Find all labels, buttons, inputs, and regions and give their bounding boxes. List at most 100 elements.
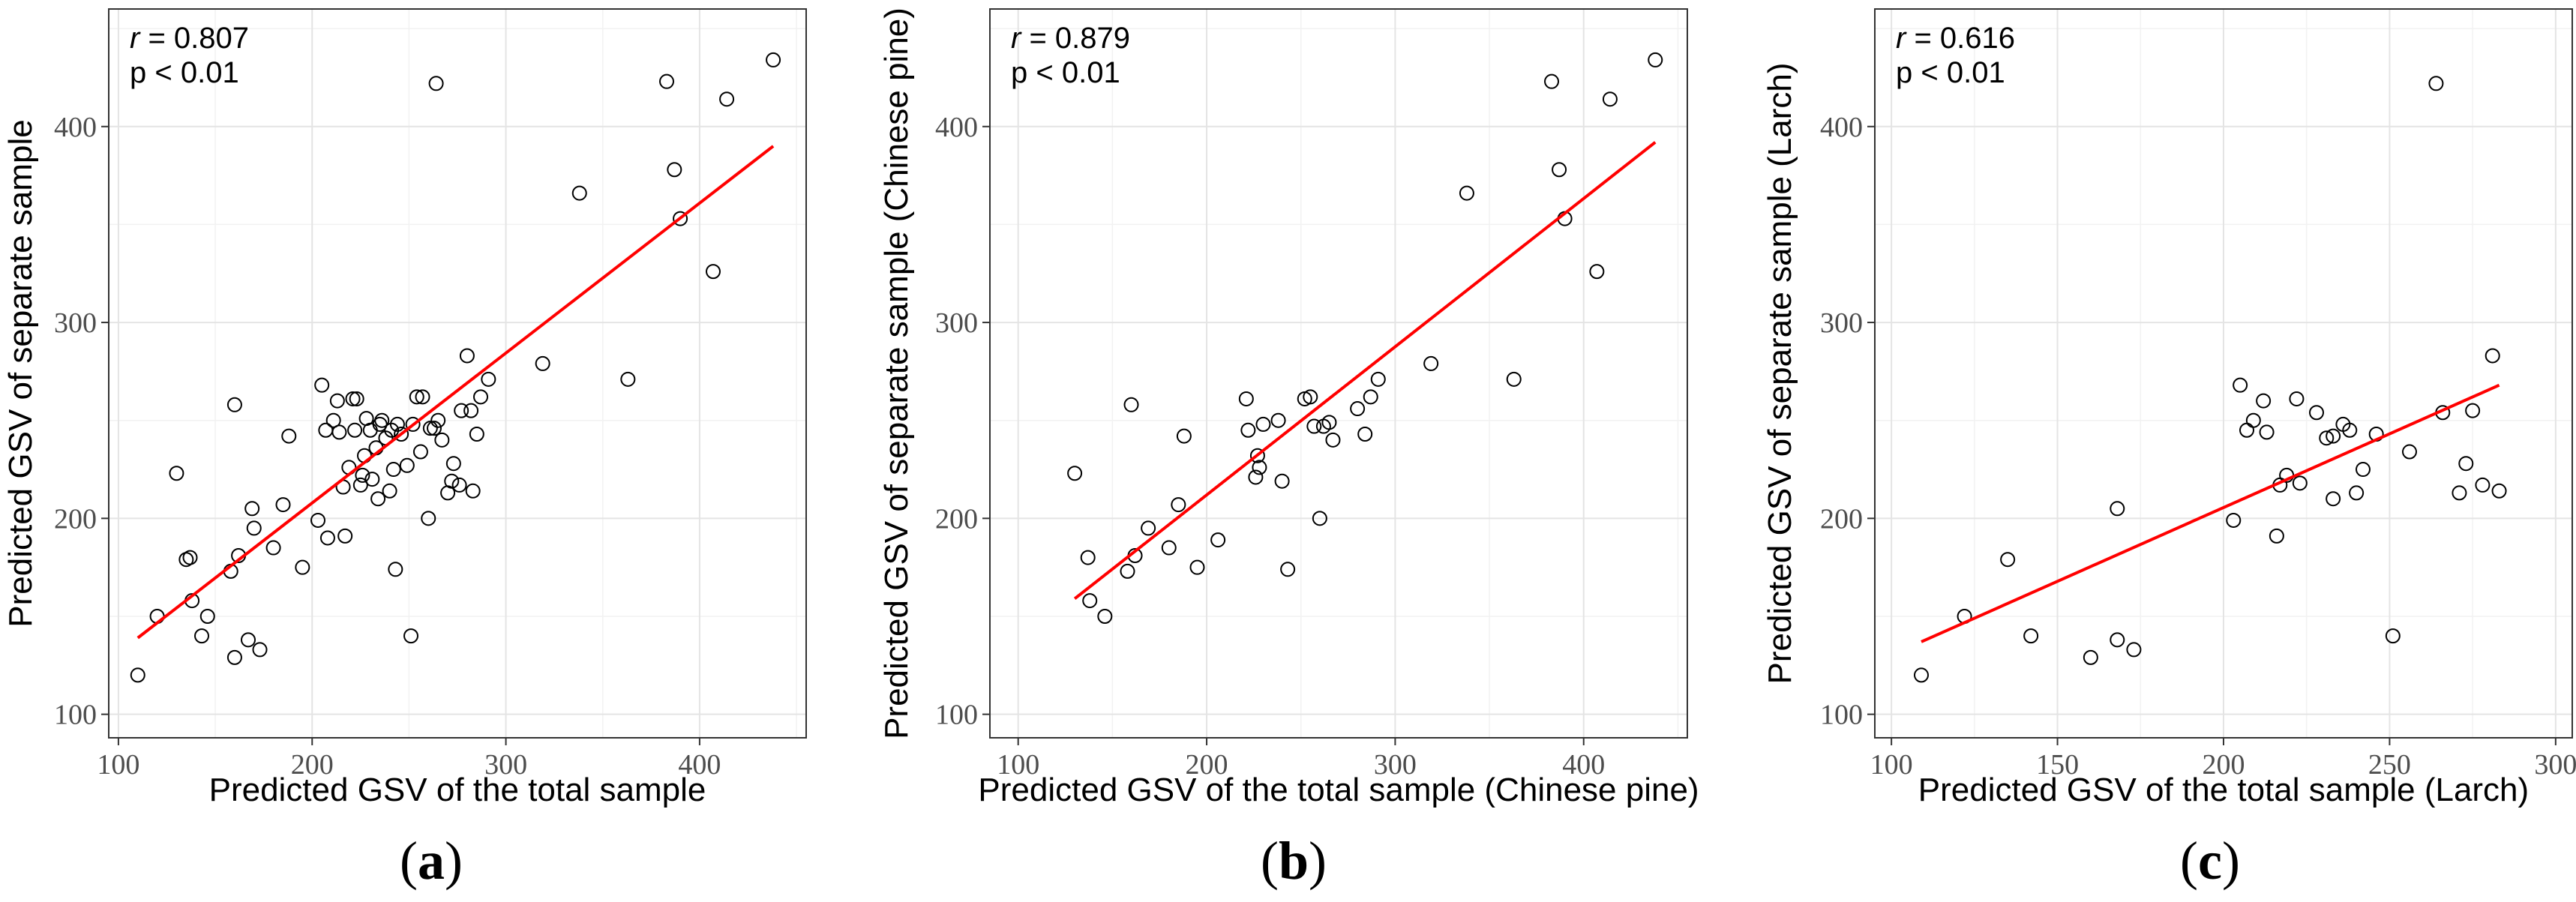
data-point (318, 422, 334, 438)
data-point (384, 422, 400, 438)
data-point (1648, 52, 1663, 67)
data-point (1210, 532, 1226, 548)
data-point (1303, 389, 1318, 405)
data-point (451, 477, 467, 493)
data-point (2259, 424, 2275, 440)
data-point (1080, 550, 1096, 565)
data-point (241, 632, 256, 648)
data-point (1067, 466, 1083, 481)
data-point (1082, 593, 1098, 609)
data-point (364, 472, 380, 487)
x-axis-title: Predicted GSV of the total sample (Chine… (978, 772, 1699, 808)
data-point (766, 52, 781, 67)
data-point (2245, 412, 2261, 428)
data-point (2239, 422, 2254, 438)
data-point (394, 427, 409, 442)
data-point (310, 512, 325, 528)
data-point (1176, 428, 1192, 444)
y-tick-label: 200 (54, 503, 97, 535)
data-point (1914, 667, 1929, 683)
data-point (1240, 422, 1256, 438)
data-point (337, 528, 353, 544)
data-point (275, 497, 291, 513)
data-point (352, 477, 368, 493)
p-value-label: p < 0.01 (1011, 56, 1120, 89)
data-point (199, 609, 215, 624)
data-point (355, 467, 370, 483)
data-point (389, 416, 405, 432)
data-point (331, 424, 347, 440)
data-point (1350, 401, 1366, 417)
data-point (1097, 609, 1113, 624)
r-symbol: r (130, 22, 141, 55)
y-tick-label: 300 (935, 307, 978, 339)
data-point (370, 491, 386, 507)
data-point (1189, 559, 1205, 575)
p-value-label: p < 0.01 (1896, 56, 2005, 89)
data-point (403, 628, 418, 644)
regression-line (136, 145, 775, 640)
data-point (409, 389, 424, 405)
data-point (1141, 520, 1156, 536)
data-point (1357, 427, 1373, 442)
y-tick-label: 200 (935, 503, 978, 535)
data-point (428, 76, 444, 91)
data-point (2475, 477, 2491, 493)
x-tick-label: 200 (1186, 749, 1228, 781)
y-tick-label: 100 (1820, 700, 1863, 731)
data-point (265, 540, 281, 556)
data-point (473, 389, 488, 405)
x-tick-label: 150 (2036, 749, 2079, 781)
data-point (2289, 391, 2305, 406)
data-point (2356, 462, 2371, 478)
y-tick-label: 100 (54, 700, 97, 731)
r-value: = 0.807 (139, 22, 249, 55)
y-tick-label: 400 (54, 112, 97, 143)
data-point (2428, 76, 2444, 91)
x-tick-label: 250 (2368, 749, 2411, 781)
data-point (1238, 391, 1254, 406)
data-point (1255, 416, 1271, 432)
data-point (1248, 469, 1264, 485)
data-point (459, 348, 475, 364)
panel-label-letter: b (1279, 831, 1309, 891)
data-point (1171, 497, 1186, 513)
panel-label: (c) (2180, 831, 2240, 891)
data-point (2269, 528, 2284, 544)
data-point (130, 667, 145, 683)
y-axis-title: Predicted GSV of separate sample (2, 119, 39, 627)
data-point (1312, 511, 1327, 526)
data-point (481, 371, 496, 387)
data-point (1270, 412, 1286, 428)
data-point (2000, 552, 2016, 568)
data-point (1423, 355, 1439, 371)
data-point (465, 483, 481, 499)
panel-label-close-paren: ) (1309, 831, 1327, 891)
r-symbol: r (1011, 22, 1022, 55)
panel-label-close-paren: ) (2222, 831, 2240, 891)
data-point (314, 377, 330, 393)
data-point (2309, 405, 2324, 421)
data-point (445, 456, 461, 472)
r-value: = 0.616 (1906, 22, 2015, 55)
data-point (252, 642, 268, 658)
data-point (620, 371, 636, 387)
data-point (1370, 371, 1386, 387)
data-point (1249, 448, 1265, 463)
x-tick-label: 200 (291, 749, 334, 781)
y-tick-label: 300 (54, 307, 97, 339)
data-point (1280, 562, 1296, 577)
data-point (667, 162, 682, 178)
data-point (1459, 185, 1474, 201)
data-point (430, 412, 446, 428)
x-axis-title: Predicted GSV of the total sample (209, 772, 706, 808)
panel-label: (b) (1261, 831, 1327, 891)
data-point (2349, 485, 2365, 501)
data-point (2458, 456, 2474, 472)
data-point (444, 473, 460, 489)
data-point (2292, 475, 2308, 491)
data-point (571, 185, 587, 201)
data-point (295, 559, 310, 575)
